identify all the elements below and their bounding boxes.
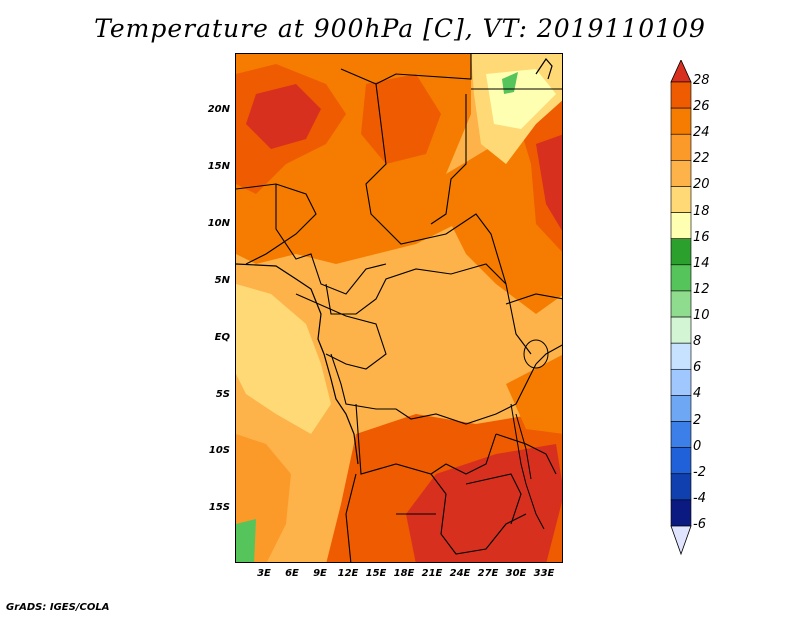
colorbar-label: 6 (693, 360, 702, 376)
lat-label: 5N (214, 275, 230, 286)
colorbar-segment (670, 107, 692, 135)
colorbar-segment (670, 290, 692, 318)
colorbar-label: 8 (693, 334, 702, 350)
colorbar-segment (670, 473, 692, 501)
colorbar-label: 14 (693, 255, 710, 271)
colorbar-label: 0 (693, 438, 702, 454)
lon-label: 33E (533, 568, 555, 579)
colorbar-segment (670, 447, 692, 475)
colorbar-label: 20 (693, 177, 710, 193)
colorbar-segment (670, 186, 692, 213)
lon-label: 9E (313, 568, 327, 579)
field-chad-26 (361, 74, 441, 164)
lat-label: 15S (208, 502, 230, 513)
lon-label: 15E (365, 568, 387, 579)
map-title: Temperature at 900hPa [C], VT: 201911010… (94, 14, 706, 43)
map-canvas (236, 54, 562, 562)
colorbar-label: 4 (693, 386, 702, 402)
field-sahel-28 (246, 84, 321, 149)
country-borders (236, 54, 562, 562)
colorbar-segment (670, 316, 692, 344)
field-tanzania-24 (506, 355, 562, 434)
lat-label: 5S (215, 389, 230, 400)
lat-label: 10S (208, 445, 230, 456)
lat-label: 10N (207, 218, 230, 229)
colorbar-label: 10 (693, 308, 710, 324)
colorbar-segment (670, 395, 692, 422)
temperature-map (235, 53, 563, 563)
colorbar-segment (670, 81, 692, 109)
colorbar-segment (670, 421, 692, 448)
colorbar-label: 28 (693, 73, 710, 88)
colorbar-label: 18 (693, 203, 710, 219)
colorbar-label: 2 (693, 412, 702, 428)
colorbar (670, 60, 692, 556)
colorbar-label: -4 (693, 490, 706, 506)
lakes (510, 339, 549, 530)
colorbar-segment (670, 133, 692, 161)
lon-label: 30E (505, 568, 527, 579)
field-gabon-18 (236, 284, 331, 434)
field-east-28 (536, 134, 562, 231)
coastline (236, 58, 553, 465)
colorbar-segment (670, 499, 692, 527)
lon-label: 6E (285, 568, 299, 579)
colorbar-segments (670, 81, 692, 527)
colorbar-segment (670, 368, 692, 396)
colorbar-over-arrow (670, 60, 692, 83)
field-congo-20 (366, 274, 506, 414)
colorbar-label: -2 (693, 464, 706, 480)
colorbar-under-arrow (670, 525, 692, 556)
lat-label: EQ (214, 332, 230, 343)
colorbar-label: 12 (693, 281, 710, 297)
lon-label: 27E (477, 568, 499, 579)
colorbar-label: -6 (693, 517, 706, 532)
lon-label: 24E (449, 568, 471, 579)
colorbar-segment (670, 212, 692, 240)
colorbar-segment (670, 238, 692, 266)
lat-label: 15N (207, 161, 230, 172)
lon-label: 18E (393, 568, 415, 579)
lon-label: 3E (257, 568, 271, 579)
lon-label: 21E (421, 568, 443, 579)
lon-label: 12E (337, 568, 359, 579)
colorbar-label: 24 (693, 125, 710, 141)
colorbar-label: 26 (693, 99, 710, 115)
colorbar-segment (670, 264, 692, 292)
colorbar-label: 22 (693, 151, 710, 167)
footer-credit: GrADS: IGES/COLA (6, 602, 110, 613)
field-coast-14 (236, 519, 256, 562)
colorbar-segment (670, 160, 692, 187)
lat-label: 20N (207, 104, 230, 115)
colorbar-segment (670, 342, 692, 370)
colorbar-label: 16 (693, 229, 710, 245)
